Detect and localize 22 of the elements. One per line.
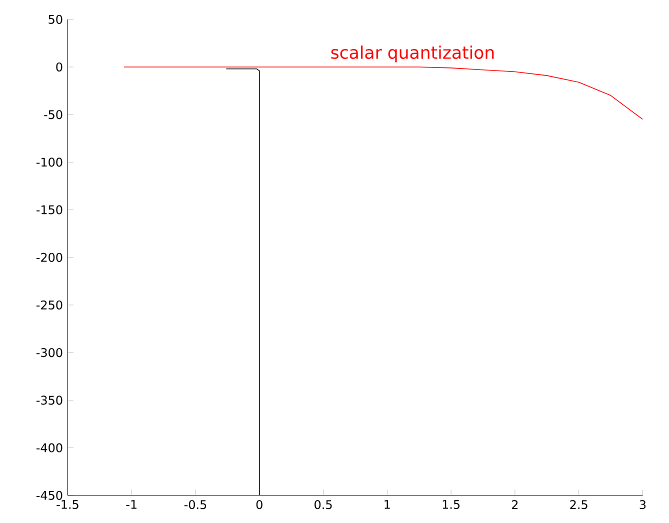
x-tick-label: 1.5 xyxy=(442,500,460,509)
y-tick-label: -100 xyxy=(36,158,62,167)
x-tick-label: 2 xyxy=(512,500,518,509)
y-tick-label: 0 xyxy=(56,62,62,72)
y-tick-label: -50 xyxy=(44,110,62,120)
y-tick-label: -150 xyxy=(36,205,62,214)
y-tick-label: -400 xyxy=(36,443,62,452)
y-tick-label: -200 xyxy=(36,252,62,262)
x-tick-label: -1 xyxy=(126,500,136,509)
x-tick-label: -1.5 xyxy=(56,500,78,509)
x-tick-label: 2.5 xyxy=(570,500,588,510)
x-tick-label: 0.5 xyxy=(314,500,332,510)
y-tick-label: 50 xyxy=(48,14,62,24)
series-label: scalar quantization xyxy=(331,46,494,62)
x-tick-label: 3 xyxy=(640,500,646,510)
x-tick-label: 0 xyxy=(256,500,262,510)
y-tick-label: -350 xyxy=(36,396,62,405)
x-tick-label: -0.5 xyxy=(184,500,206,510)
x-tick-label: 1 xyxy=(384,500,390,509)
y-tick-label: -450 xyxy=(36,490,62,500)
y-tick-label: -300 xyxy=(36,348,62,358)
y-tick-label: -250 xyxy=(36,300,62,310)
